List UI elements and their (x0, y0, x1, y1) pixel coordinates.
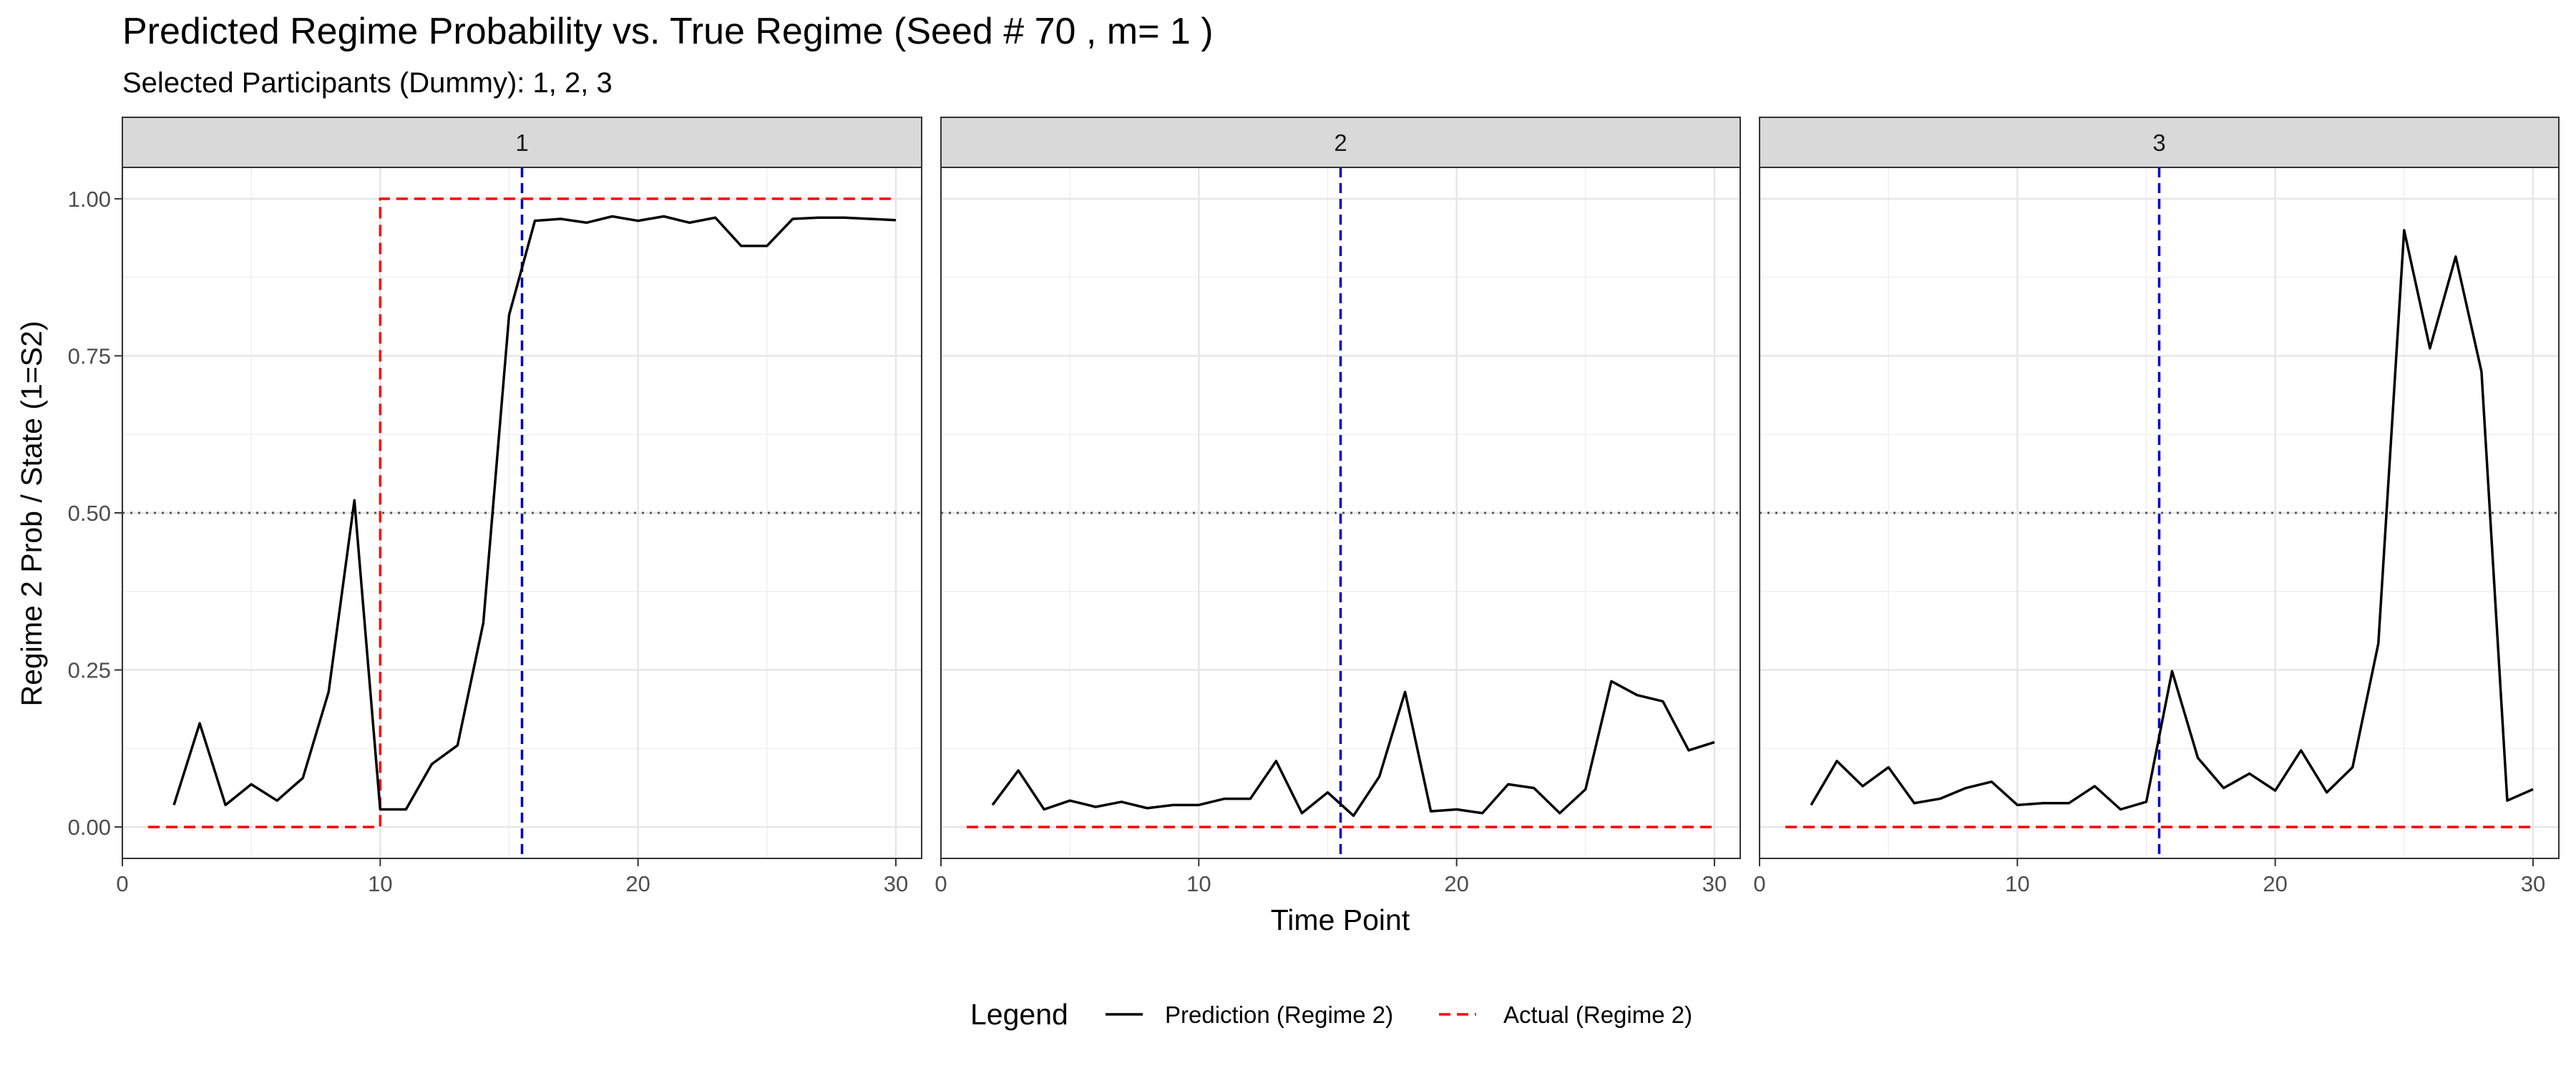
y-tick-label: 1.00 (68, 187, 111, 212)
y-tick-label: 0.00 (68, 815, 111, 840)
x-axis-title: Time Point (1271, 903, 1410, 936)
x-tick-label: 20 (1444, 871, 1468, 896)
facet-strip (122, 117, 922, 168)
prediction-line (1810, 229, 2534, 811)
y-tick-label: 0.75 (68, 343, 111, 368)
y-tick-label: 0.25 (68, 658, 111, 683)
prediction-line (172, 215, 897, 811)
facet-strip-label: 2 (1334, 129, 1347, 156)
panel-border (1759, 167, 2560, 859)
x-tick-label: 30 (884, 871, 908, 896)
facet-strip (1759, 117, 2560, 168)
x-tick-label: 10 (368, 871, 392, 896)
x-tick-label: 20 (2263, 871, 2287, 896)
x-tick-label: 0 (116, 871, 128, 896)
facet-strip-label: 1 (515, 129, 528, 156)
facet-strip (940, 117, 1741, 168)
x-tick-label: 30 (1702, 871, 1727, 896)
legend: Legend Prediction (Regime 2) Actual (Reg… (970, 998, 1692, 1031)
y-axis-tick-labels: 0.00 0.25 0.50 0.75 1.00 (68, 187, 122, 840)
x-tick-label: 10 (1186, 871, 1211, 896)
facet-strip-label: 3 (2152, 129, 2165, 156)
x-tick-label: 10 (2005, 871, 2029, 896)
prediction-line (991, 680, 1715, 818)
x-tick-label: 0 (1753, 871, 1765, 896)
actual-regime-line (148, 197, 896, 828)
x-tick-label: 20 (625, 871, 650, 896)
legend-label-actual: Actual (Regime 2) (1503, 1001, 1692, 1028)
facet-panel-3: 30 10 20 30 (1753, 117, 2560, 896)
x-tick-label: 30 (2521, 871, 2545, 896)
facet-panel-2: 20 10 20 30 (935, 117, 1741, 896)
panel-border (940, 167, 1741, 859)
legend-title: Legend (970, 998, 1068, 1031)
y-axis-title: Regime 2 Prob / State (1=S2) (15, 321, 48, 707)
y-tick-label: 0.50 (68, 501, 111, 526)
legend-label-prediction: Prediction (Regime 2) (1165, 1001, 1393, 1028)
chart-subtitle: Selected Participants (Dummy): 1, 2, 3 (122, 67, 613, 99)
chart-title: Predicted Regime Probability vs. True Re… (122, 11, 1214, 52)
x-tick-label: 0 (935, 871, 947, 896)
facet-panel-1: 10 10 20 30 (116, 117, 922, 896)
